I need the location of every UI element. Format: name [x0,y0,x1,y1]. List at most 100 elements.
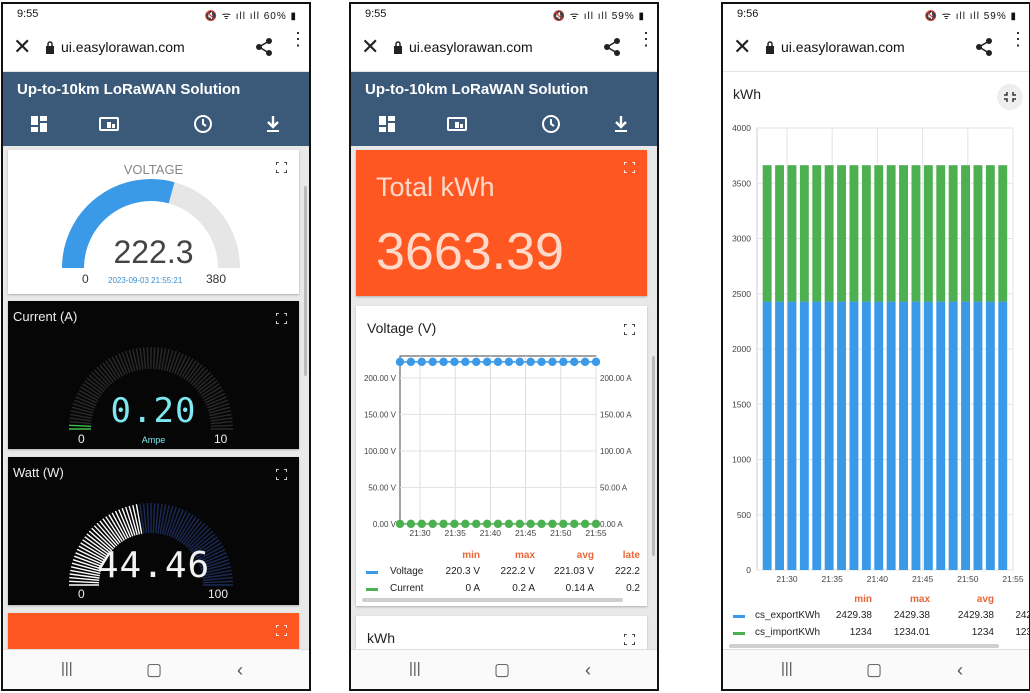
legend-series-name[interactable]: Current [390,583,424,594]
legend-value-latest: 222.2 [614,566,640,577]
y-tick-label-left: 50.00 V [368,483,396,492]
legend-scrollbar[interactable] [729,644,999,648]
more-options-icon[interactable]: ⋮ [289,29,307,49]
home-icon[interactable]: ▢ [146,660,163,679]
data-point-current [439,519,448,529]
watt-min-label: 0 [78,587,85,601]
gauge-tick [200,383,220,397]
gauge-tick [181,358,194,378]
share-icon[interactable] [603,37,621,57]
gauge-tick [125,506,136,536]
gauge-tick [139,347,144,370]
app-title: Up-to-10km LoRaWAN Solution [17,81,241,98]
legend-value-latest: 242 [1015,610,1029,621]
more-options-icon[interactable]: ⋮ [1009,29,1027,49]
dashboard-content[interactable]: Total kWh 3663.39 Voltage (V) 21:30 21:35… [351,146,657,649]
back-icon[interactable]: ‹ [585,660,591,680]
gauge-tick [71,562,102,572]
bar-export [837,301,846,570]
gauge-tick [73,555,103,568]
gauge-tick [102,518,121,544]
devices-icon[interactable] [447,114,467,134]
gauge-tick [210,424,233,427]
gauge-tick [174,512,191,540]
url-text[interactable]: ui.easylorawan.com [61,39,185,55]
gauge-tick [91,527,114,550]
scrollbar[interactable] [304,186,307,376]
legend-swatch [733,632,745,635]
expand-icon[interactable] [624,162,635,173]
gauge-tick [168,350,177,373]
gauge-tick [196,545,224,562]
gauge-tick [172,510,188,539]
recent-apps-icon[interactable]: ||| [61,660,73,677]
history-clock-icon[interactable] [193,114,213,134]
scrollbar[interactable] [652,356,655,556]
legend-series-name[interactable]: cs_exportKWh [755,610,821,621]
url-text[interactable]: ui.easylorawan.com [409,39,533,55]
recent-apps-icon[interactable]: ||| [781,660,793,677]
bar-import [799,165,809,302]
data-point-voltage [450,357,459,367]
bar-import [948,165,958,302]
gauge-tick [210,417,233,422]
phone-screen-1: 9:55 🔇 ᯤ ıll ıll 60% ▮ ✕ ui.easylorawan.… [1,2,311,691]
dashboard-icon[interactable] [377,114,397,134]
gauge-tick [70,413,93,419]
legend-value-min: 1234 [849,627,872,638]
data-point-voltage [417,357,426,367]
collapse-button[interactable] [997,84,1023,110]
history-clock-icon[interactable] [541,114,561,134]
back-icon[interactable]: ‹ [957,660,963,680]
x-tick-label: 21:40 [867,574,889,584]
gauge-tick [157,503,163,534]
legend-value-max: 0.2 A [512,583,535,594]
bar-import [998,165,1008,302]
home-icon[interactable]: ▢ [866,660,883,679]
gauge-tick [208,406,231,414]
gauge-tick [189,530,214,552]
status-bar: 9:56 🔇 ᯤ ıll ıll 59% ▮ [723,4,1029,26]
gauge-tick [91,371,109,389]
download-icon[interactable] [263,114,283,134]
download-icon[interactable] [611,114,631,134]
legend-series-name[interactable]: cs_importKWh [755,627,821,638]
fullscreen-chart-view[interactable]: kWh 0 500 1000 1500 2000 2500 3000 3500 4000 21:3… [723,72,1029,649]
back-icon[interactable]: ‹ [237,660,243,680]
share-icon[interactable] [255,37,273,57]
share-icon[interactable] [975,37,993,57]
legend-series-name[interactable]: Voltage [390,566,424,577]
legend-value-avg: 2429.38 [957,610,994,621]
dashboard-icon[interactable] [29,114,49,134]
battery-text: 60% [263,11,287,22]
devices-icon[interactable] [99,114,119,134]
gauge-tick [178,356,191,377]
expand-icon[interactable] [624,634,635,645]
data-point-voltage [504,357,514,367]
browser-url-bar: ✕ ui.easylorawan.com ⋮ [351,28,657,72]
url-text[interactable]: ui.easylorawan.com [781,39,905,55]
current-max-label: 10 [214,432,228,446]
recent-apps-icon[interactable]: ||| [409,660,421,677]
dashboard-content[interactable]: VOLTAGE 222.3 0 380 2023-09-03 21:55:21 … [3,146,309,649]
voltage-value: 222.3 [113,234,194,270]
legend-scrollbar[interactable] [362,598,623,602]
lock-icon [46,41,54,54]
bar-export [911,301,921,570]
x-tick-label: 21:35 [822,574,844,584]
close-icon[interactable]: ✕ [13,34,32,59]
home-icon[interactable]: ▢ [494,660,511,679]
close-icon[interactable]: ✕ [361,34,380,59]
expand-icon[interactable] [624,324,635,335]
bar-import [973,165,983,302]
more-options-icon[interactable]: ⋮ [637,29,655,49]
close-icon[interactable]: ✕ [733,34,752,59]
bar-export [849,301,859,570]
y-tick-label-left: 200.00 V [364,374,397,383]
gauge-tick [168,507,181,537]
x-tick-label: 21:55 [1002,574,1024,584]
gauge-tick [135,504,143,534]
y-tick-label: 3000 [732,234,751,244]
expand-icon[interactable] [276,625,287,636]
gauge-tick [206,399,229,409]
